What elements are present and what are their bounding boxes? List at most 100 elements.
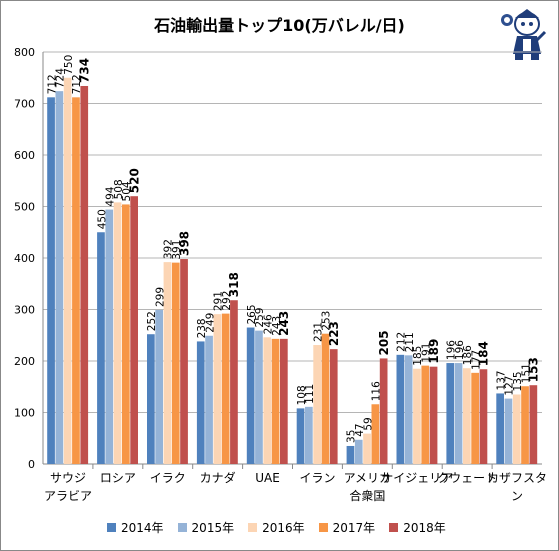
legend-label: 2017年 xyxy=(332,520,376,535)
bar xyxy=(113,202,122,464)
bar xyxy=(404,355,413,464)
bar xyxy=(155,310,163,464)
bar xyxy=(230,300,238,464)
data-label: 398 xyxy=(177,231,191,256)
bar xyxy=(504,398,513,464)
data-label: 243 xyxy=(277,311,291,336)
bar xyxy=(122,204,130,464)
bar xyxy=(147,334,155,464)
data-label: 231 xyxy=(312,322,324,342)
data-label: 184 xyxy=(477,341,491,366)
bar xyxy=(396,354,405,464)
bar xyxy=(296,408,305,464)
legend-swatch xyxy=(248,522,258,532)
bar xyxy=(246,327,255,464)
data-label: 223 xyxy=(327,321,341,346)
data-label: 508 xyxy=(113,179,125,199)
data-label: 494 xyxy=(105,186,117,206)
bar xyxy=(280,338,288,464)
data-label: 211 xyxy=(404,332,416,352)
legend-swatch xyxy=(318,522,328,532)
data-label: 318 xyxy=(227,272,241,297)
data-label: 712 xyxy=(71,74,83,94)
y-tick-label: 400 xyxy=(14,252,35,265)
bar xyxy=(363,433,371,464)
x-tick-label: ン xyxy=(511,489,523,503)
legend-swatch xyxy=(177,522,187,532)
bar xyxy=(454,363,463,464)
data-label: 127 xyxy=(504,376,516,396)
x-tick-label: イラン xyxy=(299,471,335,485)
data-label: 724 xyxy=(55,68,67,88)
data-label: 185 xyxy=(412,346,424,366)
bar xyxy=(305,406,313,464)
data-label: 151 xyxy=(520,363,532,383)
data-label: 196 xyxy=(446,340,458,360)
legend-swatch xyxy=(389,522,399,532)
data-label: 35 xyxy=(346,430,358,443)
x-tick-label: サウジ xyxy=(50,471,86,485)
x-tick-label: イラク xyxy=(150,471,186,485)
data-label: 189 xyxy=(427,339,441,364)
bar xyxy=(80,85,89,465)
bar xyxy=(171,262,180,464)
y-tick-label: 700 xyxy=(14,98,35,111)
bar xyxy=(263,337,272,464)
bar xyxy=(255,330,263,464)
x-tick-label: クウェート xyxy=(437,471,497,485)
data-label: 238 xyxy=(196,318,208,338)
chart-title: 石油輸出量トップ10(万バレル/日) xyxy=(154,16,405,35)
bar xyxy=(529,385,538,464)
data-label: 108 xyxy=(296,385,308,405)
legend-item: 2017年 xyxy=(318,519,376,536)
data-label: 520 xyxy=(127,168,141,193)
data-label: 450 xyxy=(96,209,108,229)
bar xyxy=(463,368,471,464)
data-label: 392 xyxy=(163,239,175,259)
bar xyxy=(196,341,205,464)
data-label: 249 xyxy=(204,313,216,333)
bar xyxy=(479,369,488,464)
bar xyxy=(163,262,172,464)
bar xyxy=(221,313,230,464)
data-label: 734 xyxy=(78,58,92,83)
legend-swatch xyxy=(107,522,116,532)
data-label: 196 xyxy=(454,340,466,360)
mascot-logo-icon xyxy=(501,9,547,60)
data-label: 212 xyxy=(396,332,408,352)
legend-item: 2016年 xyxy=(248,519,305,536)
bar xyxy=(205,335,213,464)
bar xyxy=(346,445,355,464)
bar xyxy=(512,394,521,464)
bar xyxy=(329,349,338,464)
data-label: 153 xyxy=(527,357,541,382)
data-label: 59 xyxy=(362,417,374,430)
legend-item: 2014年 xyxy=(107,519,164,536)
bar xyxy=(413,368,421,464)
bar xyxy=(321,333,330,464)
data-label: 47 xyxy=(354,423,366,436)
data-label: 750 xyxy=(63,55,75,75)
bar xyxy=(371,404,380,464)
x-tick-label: カザフスタ xyxy=(487,471,547,485)
x-tick-label: 合衆国 xyxy=(349,488,385,503)
data-label: 253 xyxy=(321,311,333,331)
data-label: 111 xyxy=(304,384,316,404)
data-label: 712 xyxy=(46,74,58,94)
legend-label: 2018年 xyxy=(403,520,446,535)
y-tick-label: 200 xyxy=(14,355,35,368)
bar xyxy=(271,338,280,464)
bar xyxy=(471,372,479,464)
data-label: 292 xyxy=(221,291,233,311)
data-label: 252 xyxy=(146,311,158,331)
y-tick-label: 800 xyxy=(14,46,35,59)
y-tick-label: 0 xyxy=(28,458,35,471)
bar xyxy=(421,365,430,464)
legend-item: 2015年 xyxy=(177,519,234,536)
legend-label: 2016年 xyxy=(262,520,305,535)
bar xyxy=(521,386,529,464)
bar xyxy=(429,366,438,464)
data-label: 265 xyxy=(246,304,258,324)
data-label: 299 xyxy=(154,287,166,307)
y-tick-label: 100 xyxy=(14,407,35,420)
